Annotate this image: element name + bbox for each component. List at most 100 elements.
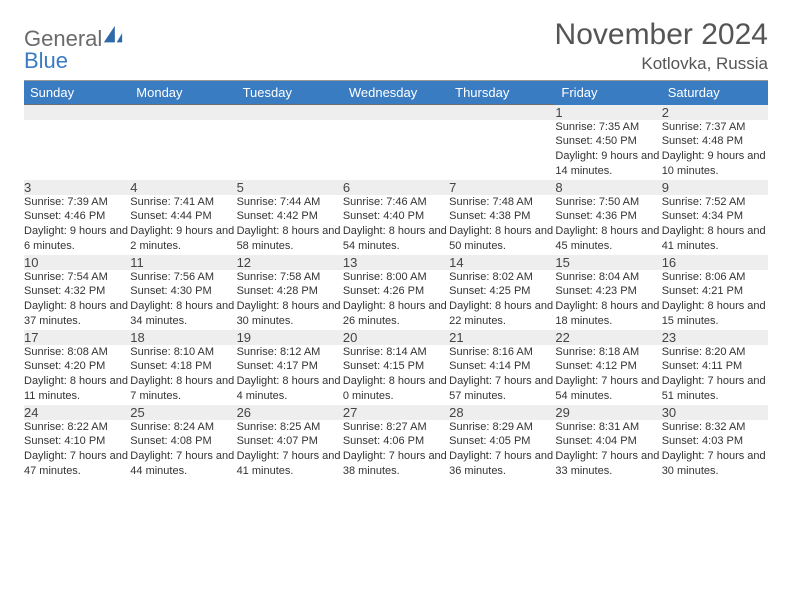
daynum-row: 3456789 (24, 180, 768, 195)
daylight-line: Daylight: 7 hours and 30 minutes. (662, 449, 768, 479)
day-empty (24, 120, 130, 180)
sunrise-line: Sunrise: 7:48 AM (449, 195, 555, 210)
day-number: 12 (237, 255, 343, 270)
day-detail: Sunrise: 7:50 AMSunset: 4:36 PMDaylight:… (555, 195, 661, 255)
logo: General Blue (24, 18, 124, 72)
sunset-line: Sunset: 4:12 PM (555, 359, 661, 374)
sunrise-line: Sunrise: 8:06 AM (662, 270, 768, 285)
day-number: 21 (449, 330, 555, 345)
daylight-line: Daylight: 7 hours and 33 minutes. (555, 449, 661, 479)
sunset-line: Sunset: 4:42 PM (237, 209, 343, 224)
sunset-line: Sunset: 4:15 PM (343, 359, 449, 374)
sunrise-line: Sunrise: 8:27 AM (343, 420, 449, 435)
sunrise-line: Sunrise: 8:20 AM (662, 345, 768, 360)
sunrise-line: Sunrise: 8:10 AM (130, 345, 236, 360)
day-empty (449, 120, 555, 180)
day-detail: Sunrise: 8:29 AMSunset: 4:05 PMDaylight:… (449, 420, 555, 480)
daylight-line: Daylight: 9 hours and 10 minutes. (662, 149, 768, 179)
sunrise-line: Sunrise: 8:16 AM (449, 345, 555, 360)
day-number: 8 (555, 180, 661, 195)
weekday-header: Friday (555, 81, 661, 105)
header: General Blue November 2024 Kotlovka, Rus… (24, 18, 768, 74)
daylight-line: Daylight: 8 hours and 11 minutes. (24, 374, 130, 404)
sunset-line: Sunset: 4:17 PM (237, 359, 343, 374)
day-detail: Sunrise: 8:10 AMSunset: 4:18 PMDaylight:… (130, 345, 236, 405)
day-number: 9 (662, 180, 768, 195)
day-empty (449, 105, 555, 120)
daynum-row: 17181920212223 (24, 330, 768, 345)
sunrise-line: Sunrise: 8:14 AM (343, 345, 449, 360)
daynum-row: 12 (24, 105, 768, 120)
daylight-line: Daylight: 8 hours and 34 minutes. (130, 299, 236, 329)
weekday-header-row: Sunday Monday Tuesday Wednesday Thursday… (24, 81, 768, 105)
day-empty (130, 120, 236, 180)
sunrise-line: Sunrise: 8:08 AM (24, 345, 130, 360)
daylight-line: Daylight: 9 hours and 6 minutes. (24, 224, 130, 254)
sunrise-line: Sunrise: 8:18 AM (555, 345, 661, 360)
sunrise-line: Sunrise: 7:35 AM (555, 120, 661, 135)
sunset-line: Sunset: 4:20 PM (24, 359, 130, 374)
detail-row: Sunrise: 7:54 AMSunset: 4:32 PMDaylight:… (24, 270, 768, 330)
sunset-line: Sunset: 4:11 PM (662, 359, 768, 374)
day-detail: Sunrise: 7:44 AMSunset: 4:42 PMDaylight:… (237, 195, 343, 255)
sunset-line: Sunset: 4:10 PM (24, 434, 130, 449)
detail-row: Sunrise: 8:08 AMSunset: 4:20 PMDaylight:… (24, 345, 768, 405)
day-number: 29 (555, 405, 661, 420)
day-detail: Sunrise: 8:02 AMSunset: 4:25 PMDaylight:… (449, 270, 555, 330)
daylight-line: Daylight: 7 hours and 41 minutes. (237, 449, 343, 479)
sunrise-line: Sunrise: 8:02 AM (449, 270, 555, 285)
day-detail: Sunrise: 8:00 AMSunset: 4:26 PMDaylight:… (343, 270, 449, 330)
sunrise-line: Sunrise: 7:52 AM (662, 195, 768, 210)
weekday-header: Sunday (24, 81, 130, 105)
day-number: 19 (237, 330, 343, 345)
daylight-line: Daylight: 8 hours and 7 minutes. (130, 374, 236, 404)
sunset-line: Sunset: 4:32 PM (24, 284, 130, 299)
daylight-line: Daylight: 7 hours and 38 minutes. (343, 449, 449, 479)
daylight-line: Daylight: 8 hours and 50 minutes. (449, 224, 555, 254)
day-detail: Sunrise: 7:39 AMSunset: 4:46 PMDaylight:… (24, 195, 130, 255)
day-number: 22 (555, 330, 661, 345)
day-number: 16 (662, 255, 768, 270)
day-detail: Sunrise: 7:56 AMSunset: 4:30 PMDaylight:… (130, 270, 236, 330)
month-title: November 2024 (555, 18, 768, 52)
sunrise-line: Sunrise: 8:12 AM (237, 345, 343, 360)
sunset-line: Sunset: 4:30 PM (130, 284, 236, 299)
day-number: 5 (237, 180, 343, 195)
sunrise-line: Sunrise: 8:31 AM (555, 420, 661, 435)
sunrise-line: Sunrise: 8:32 AM (662, 420, 768, 435)
day-number: 13 (343, 255, 449, 270)
daylight-line: Daylight: 9 hours and 2 minutes. (130, 224, 236, 254)
day-detail: Sunrise: 7:54 AMSunset: 4:32 PMDaylight:… (24, 270, 130, 330)
calendar-table: Sunday Monday Tuesday Wednesday Thursday… (24, 81, 768, 480)
detail-row: Sunrise: 7:39 AMSunset: 4:46 PMDaylight:… (24, 195, 768, 255)
daylight-line: Daylight: 8 hours and 30 minutes. (237, 299, 343, 329)
sunrise-line: Sunrise: 7:54 AM (24, 270, 130, 285)
sunset-line: Sunset: 4:07 PM (237, 434, 343, 449)
daylight-line: Daylight: 8 hours and 0 minutes. (343, 374, 449, 404)
day-detail: Sunrise: 8:08 AMSunset: 4:20 PMDaylight:… (24, 345, 130, 405)
day-number: 17 (24, 330, 130, 345)
sunset-line: Sunset: 4:44 PM (130, 209, 236, 224)
weekday-header: Saturday (662, 81, 768, 105)
daylight-line: Daylight: 8 hours and 18 minutes. (555, 299, 661, 329)
daylight-line: Daylight: 7 hours and 47 minutes. (24, 449, 130, 479)
day-detail: Sunrise: 7:58 AMSunset: 4:28 PMDaylight:… (237, 270, 343, 330)
daylight-line: Daylight: 8 hours and 58 minutes. (237, 224, 343, 254)
day-number: 1 (555, 105, 661, 120)
day-empty (343, 105, 449, 120)
day-number: 6 (343, 180, 449, 195)
day-detail: Sunrise: 7:35 AMSunset: 4:50 PMDaylight:… (555, 120, 661, 180)
sunset-line: Sunset: 4:21 PM (662, 284, 768, 299)
daylight-line: Daylight: 7 hours and 54 minutes. (555, 374, 661, 404)
detail-row: Sunrise: 8:22 AMSunset: 4:10 PMDaylight:… (24, 420, 768, 480)
sunset-line: Sunset: 4:36 PM (555, 209, 661, 224)
day-number: 26 (237, 405, 343, 420)
sunset-line: Sunset: 4:18 PM (130, 359, 236, 374)
sunrise-line: Sunrise: 7:41 AM (130, 195, 236, 210)
sunrise-line: Sunrise: 8:24 AM (130, 420, 236, 435)
sunset-line: Sunset: 4:25 PM (449, 284, 555, 299)
sunset-line: Sunset: 4:50 PM (555, 134, 661, 149)
day-detail: Sunrise: 8:18 AMSunset: 4:12 PMDaylight:… (555, 345, 661, 405)
day-detail: Sunrise: 8:04 AMSunset: 4:23 PMDaylight:… (555, 270, 661, 330)
day-empty (237, 105, 343, 120)
